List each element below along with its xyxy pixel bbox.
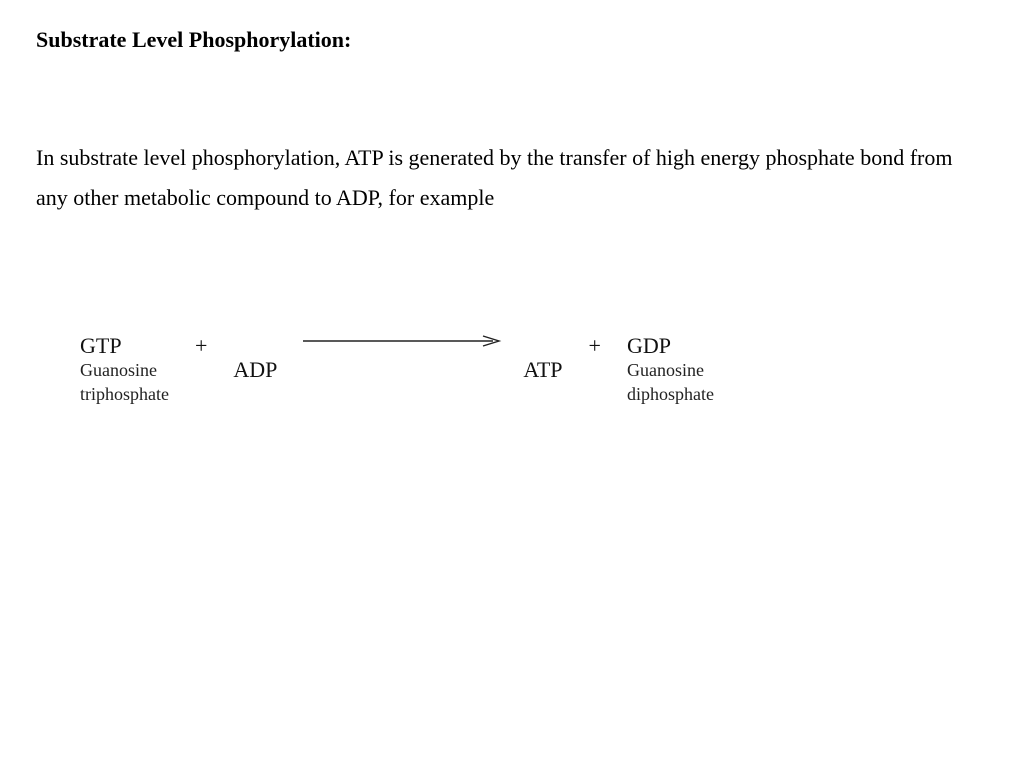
- body-paragraph: In substrate level phosphorylation, ATP …: [36, 138, 986, 218]
- reaction-row: GTP Guanosine triphosphate + ADP ATP + G…: [80, 334, 880, 406]
- reactant-gtp-name-2: triphosphate: [80, 382, 169, 406]
- reactant-gtp: GTP Guanosine triphosphate: [80, 334, 169, 406]
- reactant-adp: ADP: [233, 358, 277, 382]
- plus-sign-2: +: [563, 334, 627, 358]
- product-gdp: GDP Guanosine diphosphate: [627, 334, 714, 406]
- reactant-gtp-symbol: GTP: [80, 334, 122, 358]
- product-atp: ATP: [523, 358, 562, 382]
- product-gdp-name-2: diphosphate: [627, 382, 714, 406]
- reactant-gtp-name-1: Guanosine: [80, 358, 157, 382]
- reaction-arrow: [277, 334, 523, 348]
- product-gdp-name-1: Guanosine: [627, 358, 704, 382]
- reactant-adp-symbol: ADP: [233, 358, 277, 382]
- product-atp-symbol: ATP: [523, 358, 562, 382]
- section-heading: Substrate Level Phosphorylation:: [36, 27, 351, 53]
- reaction-equation: GTP Guanosine triphosphate + ADP ATP + G…: [80, 334, 880, 406]
- arrow-icon: [303, 334, 503, 348]
- product-gdp-symbol: GDP: [627, 334, 671, 358]
- plus-sign-1: +: [169, 334, 233, 358]
